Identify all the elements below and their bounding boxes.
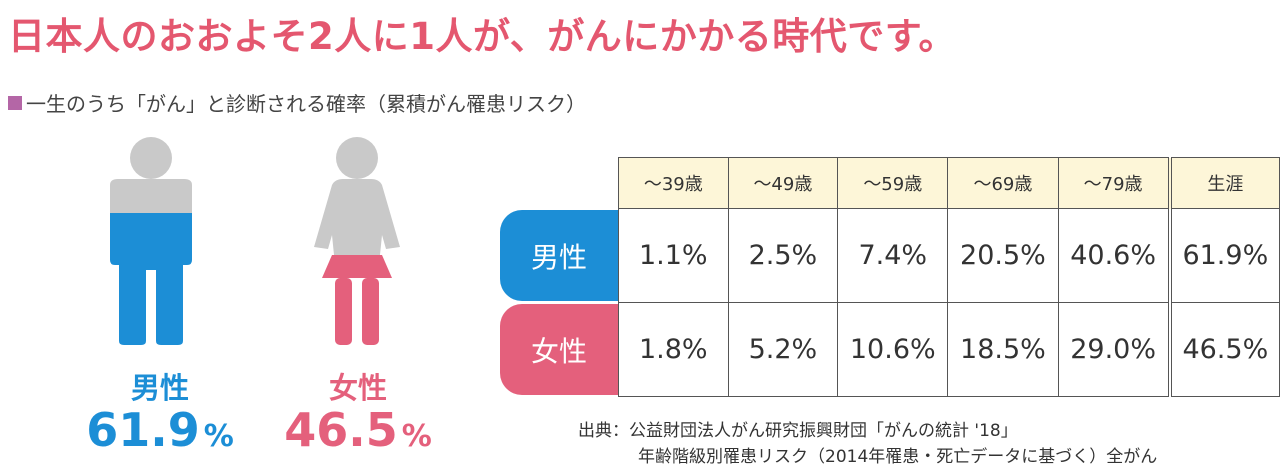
table-cell: 29.0%	[1057, 302, 1171, 397]
subtitle: 一生のうち「がん」と診断される確率（累積がん罹患リスク）	[8, 88, 586, 117]
table-row: 男性 1.1% 2.5% 7.4% 20.5% 40.6% 61.9%	[500, 208, 1280, 303]
table-cell-lifetime-female: 46.5%	[1167, 302, 1280, 397]
column-header-lifetime: 生涯	[1167, 157, 1280, 209]
table-cell: 1.1%	[618, 208, 729, 303]
figures-illustration	[110, 137, 400, 345]
male-summary: 男性 61.9%	[85, 365, 235, 453]
headline: 日本人のおおよそ2人に1人が、がんにかかる時代です。	[8, 15, 957, 58]
male-percentage: 61.9%	[85, 407, 235, 453]
table-header-row: ～39歳 ～49歳 ～59歳 ～69歳 ～79歳 生涯	[500, 157, 1280, 209]
male-label: 男性	[130, 371, 189, 405]
row-header-male: 男性	[500, 209, 619, 303]
female-figure-icon	[314, 137, 400, 345]
table-cell: 1.8%	[618, 302, 729, 397]
table-cell: 20.5%	[947, 208, 1059, 303]
source-note: 出典：公益財団法人がん研究振興財団「がんの統計 '18」 年齢階級別罹患リスク（…	[578, 418, 1157, 470]
column-header: ～49歳	[727, 157, 839, 209]
column-header: ～59歳	[837, 157, 949, 209]
female-summary: 女性 46.5%	[283, 365, 433, 453]
male-row-label: 男性	[500, 210, 618, 301]
table-cell-lifetime-male: 61.9%	[1167, 208, 1280, 303]
female-unit: %	[401, 419, 432, 454]
male-unit: %	[203, 419, 234, 454]
female-row-label: 女性	[500, 304, 618, 395]
female-percentage: 46.5%	[283, 407, 433, 453]
source-line-1: 出典：公益財団法人がん研究振興財団「がんの統計 '18」	[578, 421, 1018, 441]
table-corner	[500, 158, 619, 209]
male-figure-icon	[110, 137, 192, 345]
subtitle-text: 一生のうち「がん」と診断される確率（累積がん罹患リスク）	[26, 92, 586, 116]
table-cell: 10.6%	[837, 302, 949, 397]
table-cell: 18.5%	[947, 302, 1059, 397]
table-cell: 2.5%	[727, 208, 839, 303]
bullet-square-icon	[8, 95, 22, 110]
column-header: ～39歳	[618, 157, 729, 209]
female-label: 女性	[328, 371, 387, 405]
column-header: ～79歳	[1057, 157, 1171, 209]
table-cell: 40.6%	[1057, 208, 1171, 303]
table-row: 女性 1.8% 5.2% 10.6% 18.5% 29.0% 46.5%	[500, 302, 1280, 397]
column-header: ～69歳	[947, 157, 1059, 209]
table-cell: 7.4%	[837, 208, 949, 303]
table-cell: 5.2%	[727, 302, 839, 397]
row-header-female: 女性	[500, 303, 619, 397]
male-value: 61.9	[86, 403, 200, 457]
source-line-2: 年齢階級別罹患リスク（2014年罹患・死亡データに基づく）全がん	[638, 447, 1158, 467]
female-value: 46.5	[284, 403, 398, 457]
risk-table: ～39歳 ～49歳 ～59歳 ～69歳 ～79歳 生涯 男性 1.1% 2.5%…	[500, 157, 1280, 397]
